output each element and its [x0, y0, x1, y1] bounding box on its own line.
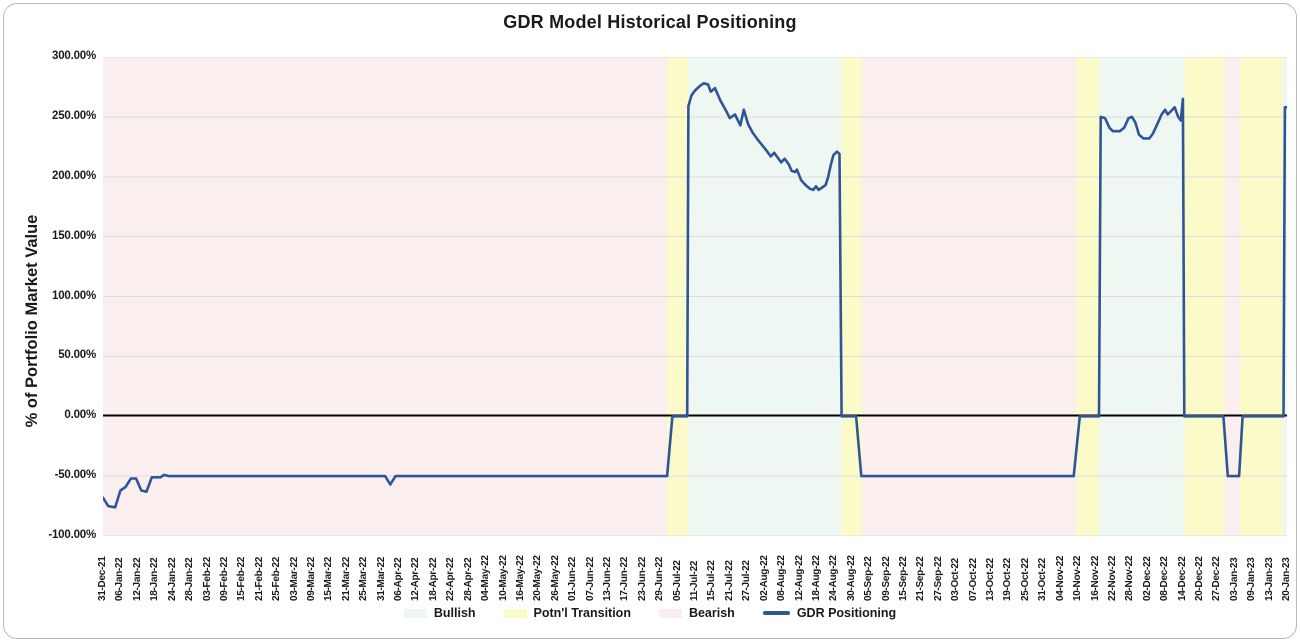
y-tick-label: 300.00%	[52, 50, 96, 62]
y-tick-label: 0.00%	[64, 409, 96, 422]
x-tick-label: 05-Sep-22	[863, 556, 875, 601]
x-tick-label: 03-Jan-23	[1228, 557, 1240, 601]
x-tick-label: 24-Jan-22	[166, 557, 178, 601]
x-tick-label: 28-Jan-22	[184, 557, 196, 601]
x-tick-label: 14-Dec-22	[1176, 556, 1188, 601]
x-tick-label: 21-Feb-22	[253, 557, 265, 601]
chart-plot-svg	[101, 56, 1289, 537]
x-tick-label: 25-Oct-22	[1019, 558, 1031, 601]
x-tick-label: 20-May-22	[532, 555, 544, 601]
x-tick-label: 23-Jun-22	[636, 557, 648, 601]
legend-label: GDR Positioning	[796, 606, 897, 620]
x-tick-label: 10-Nov-22	[1072, 555, 1084, 601]
legend-item-bearish: Bearish	[658, 606, 735, 620]
x-tick-label: 12-Jan-22	[131, 557, 143, 601]
y-tick-label: 200.00%	[52, 169, 96, 182]
x-tick-label: 06-Jan-22	[114, 557, 126, 601]
y-tick-label: -50.00%	[54, 469, 97, 482]
legend-item-potn-l-transition: Potn'l Transition	[503, 606, 631, 620]
legend-area-swatch	[403, 608, 427, 618]
x-tick-label: 27-Jul-22	[741, 560, 753, 601]
x-tick-label: 27-Sep-22	[932, 556, 944, 601]
x-tick-label: 21-Mar-22	[340, 557, 352, 601]
x-tick-label: 25-Feb-22	[271, 557, 283, 601]
legend-label: Bullish	[433, 606, 476, 620]
gdr-positioning-line	[101, 81, 1289, 509]
legend-area-swatch	[503, 608, 527, 618]
x-tick-label: 09-Feb-22	[218, 557, 230, 601]
x-tick-label: 18-Apr-22	[427, 557, 439, 601]
x-tick-label: 20-Dec-22	[1193, 556, 1205, 601]
x-tick-label: 13-Oct-22	[985, 558, 996, 601]
x-tick-label: 22-Apr-22	[445, 557, 457, 601]
y-tick-label: 50.00%	[58, 349, 96, 362]
x-tick-label: 08-Aug-22	[776, 555, 788, 601]
legend-area-swatch	[658, 608, 682, 618]
x-tick-label: 18-Jan-22	[149, 557, 161, 601]
legend-item-gdr-positioning: GDR Positioning	[762, 606, 897, 620]
legend-label: Bearish	[688, 606, 735, 620]
x-tick-label: 31-Dec-21	[97, 556, 108, 601]
x-tick-label: 08-Dec-22	[1159, 556, 1171, 601]
x-tick-label: 09-Mar-22	[305, 557, 317, 601]
x-tick-label: 15-Sep-22	[897, 556, 909, 601]
y-tick-label: 150.00%	[52, 229, 96, 242]
x-tick-label: 28-Apr-22	[462, 557, 474, 601]
x-tick-label: 09-Jan-23	[1246, 557, 1258, 601]
x-tick-label: 21-Sep-22	[915, 556, 927, 601]
legend-line-swatch	[762, 611, 790, 615]
x-tick-label: 29-Jun-22	[654, 557, 666, 601]
x-tick-label: 07-Jun-22	[584, 557, 596, 601]
x-tick-label: 15-Mar-22	[323, 557, 335, 601]
x-tick-label: 04-Nov-22	[1054, 555, 1066, 601]
x-tick-label: 12-Aug-22	[793, 555, 805, 601]
x-tick-label: 26-May-22	[549, 555, 561, 601]
x-tick-label: 10-May-22	[497, 555, 509, 601]
legend-item-bullish: Bullish	[403, 606, 476, 620]
x-tick-label: 19-Oct-22	[1002, 558, 1014, 601]
x-tick-label: 24-Aug-22	[828, 555, 840, 601]
x-tick-label: 22-Nov-22	[1106, 555, 1118, 601]
x-tick-label: 31-Oct-22	[1037, 558, 1049, 601]
x-tick-label: 21-Jul-22	[723, 560, 735, 601]
x-tick-label: 25-Mar-22	[358, 557, 370, 601]
x-tick-label: 31-Mar-22	[375, 557, 387, 601]
y-tick-label: -100.00%	[48, 529, 96, 541]
x-tick-label: 15-Jul-22	[706, 560, 718, 601]
x-tick-label: 04-May-22	[480, 555, 492, 601]
x-tick-label: 02-Dec-22	[1141, 556, 1153, 601]
x-tick-label: 05-Jul-22	[671, 560, 683, 601]
x-tick-label: 28-Nov-22	[1124, 555, 1136, 601]
x-tick-label: 20-Jan-23	[1281, 557, 1292, 601]
y-tick-label: 100.00%	[52, 289, 96, 302]
x-tick-label: 01-Jun-22	[567, 557, 579, 601]
x-tick-label: 02-Aug-22	[758, 555, 770, 601]
x-tick-label: 07-Oct-22	[967, 558, 979, 601]
x-tick-label: 06-Apr-22	[393, 557, 404, 601]
x-tick-label: 16-Nov-22	[1089, 555, 1101, 601]
chart-title: GDR Model Historical Positioning	[503, 12, 797, 32]
x-tick-label: 09-Sep-22	[880, 556, 892, 601]
x-tick-label: 03-Mar-22	[288, 557, 300, 601]
x-tick-label: 03-Feb-22	[201, 557, 213, 601]
x-tick-label: 30-Aug-22	[845, 555, 857, 601]
y-tick-label: 250.00%	[52, 109, 96, 122]
legend-label: Potn'l Transition	[533, 606, 631, 620]
x-tick-label: 18-Aug-22	[810, 555, 822, 601]
x-tick-label: 13-Jun-22	[601, 557, 613, 601]
x-tick-label: 15-Feb-22	[236, 557, 248, 601]
x-tick-label: 12-Apr-22	[410, 557, 422, 601]
x-tick-label: 13-Jan-23	[1263, 557, 1275, 601]
x-tick-label: 03-Oct-22	[950, 558, 962, 601]
plot-area	[101, 56, 1289, 537]
y-axis-title: % of Portfolio Market Value	[23, 214, 41, 428]
x-tick-label: 17-Jun-22	[619, 557, 631, 601]
x-tick-label: 16-May-22	[514, 555, 526, 601]
legend: Bullish Potn'l Transition Bearish GDR Posit…	[0, 606, 1300, 620]
x-tick-label: 11-Jul-22	[689, 560, 700, 601]
x-tick-label: 27-Dec-22	[1211, 556, 1223, 601]
